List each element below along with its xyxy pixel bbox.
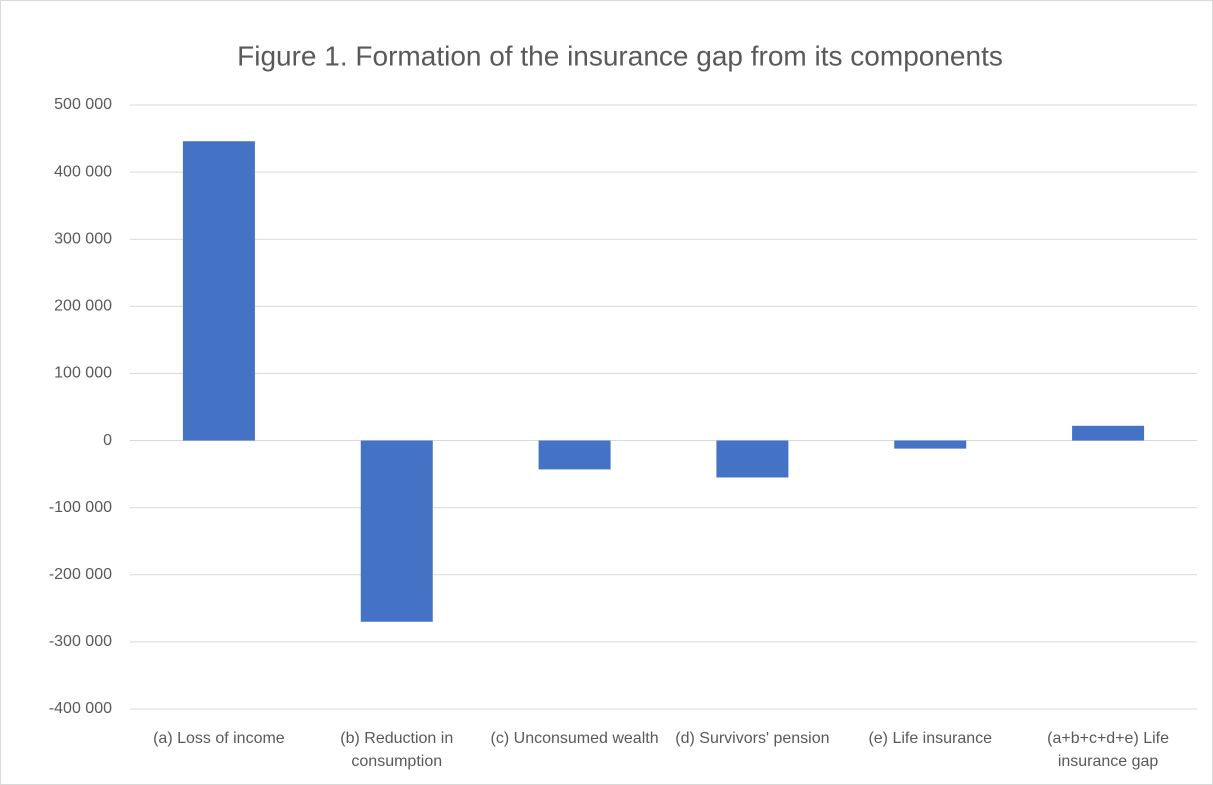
y-tick-label: -300 000 xyxy=(49,633,112,650)
bar xyxy=(182,141,255,441)
bar xyxy=(1072,425,1145,441)
bar xyxy=(360,440,433,622)
y-tick-label: 200 000 xyxy=(54,298,112,315)
y-tick-label: 100 000 xyxy=(54,365,112,382)
chart-title: Figure 1. Formation of the insurance gap… xyxy=(237,40,1003,71)
y-tick-label: -400 000 xyxy=(49,700,112,717)
y-tick-label: 0 xyxy=(103,432,112,449)
x-tick-label: (a) Loss of income xyxy=(153,730,285,747)
y-tick-label: -100 000 xyxy=(49,499,112,516)
x-tick-label: (a+b+c+d+e) Life insurance gap xyxy=(1047,730,1170,770)
y-tick-label: 300 000 xyxy=(54,230,112,247)
bar xyxy=(894,440,967,449)
bar xyxy=(716,440,789,478)
bar xyxy=(538,440,611,470)
y-tick-label: -200 000 xyxy=(49,566,112,583)
x-tick-label: (b) Reduction in consumption xyxy=(340,730,454,770)
y-tick-label: 400 000 xyxy=(54,163,112,180)
x-tick-label: (c) Unconsumed wealth xyxy=(490,730,659,747)
y-tick-label: 500 000 xyxy=(54,96,112,113)
x-tick-label: (e) Life insurance xyxy=(868,730,993,747)
x-tick-label: (d) Survivors' pension xyxy=(675,730,830,747)
